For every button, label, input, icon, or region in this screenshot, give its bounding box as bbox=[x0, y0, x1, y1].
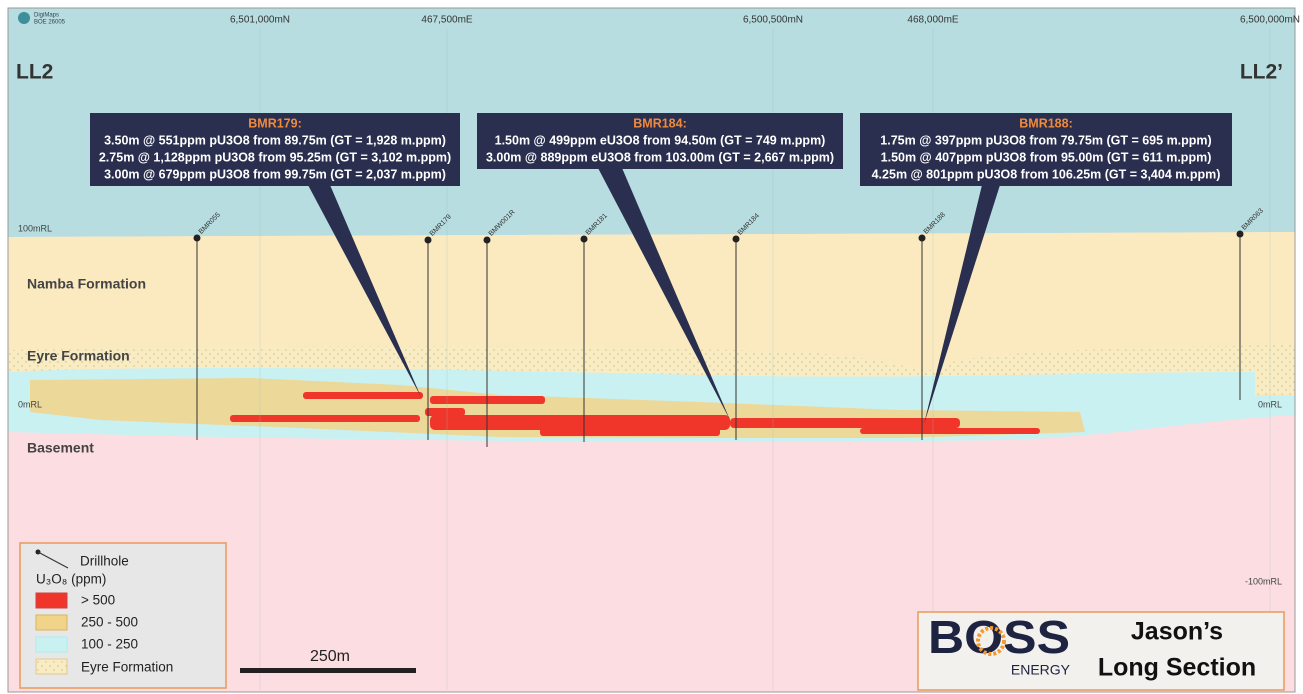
legend-title: U₃O₈ (ppm) bbox=[36, 572, 106, 587]
coordinate-label: 467,500mE bbox=[421, 15, 472, 26]
section-end: LL2’ bbox=[1240, 61, 1283, 84]
coordinate-label: 6,500,500mN bbox=[743, 15, 803, 26]
legend-swatch bbox=[36, 659, 67, 674]
drillhole-collar bbox=[484, 237, 491, 244]
callout-title: BMR184: bbox=[633, 116, 687, 130]
coordinate-label: 6,500,000mN bbox=[1240, 15, 1300, 26]
ore-zone bbox=[430, 415, 730, 430]
callout-line: 3.50m @ 551ppm pU3O8 from 89.75m (GT = 1… bbox=[104, 133, 446, 147]
title: Jason’s bbox=[1131, 618, 1223, 646]
formation-label: Namba Formation bbox=[27, 276, 146, 292]
callout-line: 4.25m @ 801ppm pU3O8 from 106.25m (GT = … bbox=[872, 167, 1221, 181]
rl-label: -100mRL bbox=[1245, 576, 1282, 586]
callout-title: BMR179: bbox=[248, 116, 302, 130]
legend: Drillhole U₃O₈ (ppm) > 500 250 - 500 100… bbox=[20, 543, 226, 688]
title: Long Section bbox=[1098, 654, 1256, 682]
legend-swatch bbox=[36, 637, 67, 652]
coordinate-label: 468,000mE bbox=[907, 15, 958, 26]
callout-line: 1.75m @ 397ppm pU3O8 from 79.75m (GT = 6… bbox=[880, 133, 1211, 147]
drillhole-collar bbox=[919, 235, 926, 242]
callout-line: 3.00m @ 679ppm pU3O8 from 99.75m (GT = 2… bbox=[104, 167, 446, 181]
legend-label: > 500 bbox=[81, 593, 115, 608]
coordinate-label: 6,501,000mN bbox=[230, 15, 290, 26]
drillhole-collar bbox=[733, 236, 740, 243]
ore-zone bbox=[860, 428, 1040, 434]
section-start: LL2 bbox=[16, 61, 53, 84]
callout-line: 1.50m @ 407ppm pU3O8 from 95.00m (GT = 6… bbox=[881, 150, 1212, 164]
formation-label: Basement bbox=[27, 440, 94, 456]
brand-sub: ENERGY bbox=[1011, 662, 1071, 678]
drillhole-collar bbox=[425, 237, 432, 244]
rl-label: 0mRL bbox=[1258, 399, 1282, 409]
legend-label: 250 - 500 bbox=[81, 615, 138, 630]
formation-label: Eyre Formation bbox=[27, 348, 130, 364]
drillhole-collar bbox=[194, 235, 201, 242]
source: BOE 26005 bbox=[34, 20, 66, 26]
scale-label: 250m bbox=[310, 648, 350, 665]
page: {"map": {"source": ["DigiMaps", "BOE 260… bbox=[0, 0, 1303, 694]
legend-label: Drillhole bbox=[80, 554, 129, 569]
callout-line: 2.75m @ 1,128ppm pU3O8 from 95.25m (GT =… bbox=[99, 150, 451, 164]
section-figure: DigiMaps BOE 26005 LL2 LL2’ 100mRL 0mRL … bbox=[0, 0, 1303, 694]
drillhole-collar bbox=[1237, 231, 1244, 238]
rl-label: 0mRL bbox=[18, 399, 42, 409]
scale-bar bbox=[240, 668, 416, 673]
legend-swatch bbox=[36, 593, 67, 608]
source: DigiMaps bbox=[34, 13, 59, 19]
legend-label: Eyre Formation bbox=[81, 660, 173, 675]
ore-zone bbox=[303, 392, 423, 399]
rl-label: 100mRL bbox=[18, 223, 52, 233]
legend-swatch bbox=[36, 615, 67, 630]
ore-zone bbox=[730, 418, 960, 428]
brand: BOSS bbox=[928, 611, 1070, 663]
ore-zone bbox=[540, 428, 720, 436]
legend-label: 100 - 250 bbox=[81, 637, 138, 652]
ore-zone bbox=[230, 415, 420, 422]
callout-line: 1.50m @ 499ppm eU3O8 from 94.50m (GT = 7… bbox=[495, 133, 826, 147]
callout-line: 3.00m @ 889ppm eU3O8 from 103.00m (GT = … bbox=[486, 150, 834, 164]
drillhole-collar bbox=[581, 236, 588, 243]
ore-zone bbox=[425, 408, 465, 416]
source-logo bbox=[18, 12, 30, 24]
logo-box: BOSS ENERGY Jason’s Long Section bbox=[918, 611, 1284, 690]
callout-title: BMR188: bbox=[1019, 116, 1073, 130]
